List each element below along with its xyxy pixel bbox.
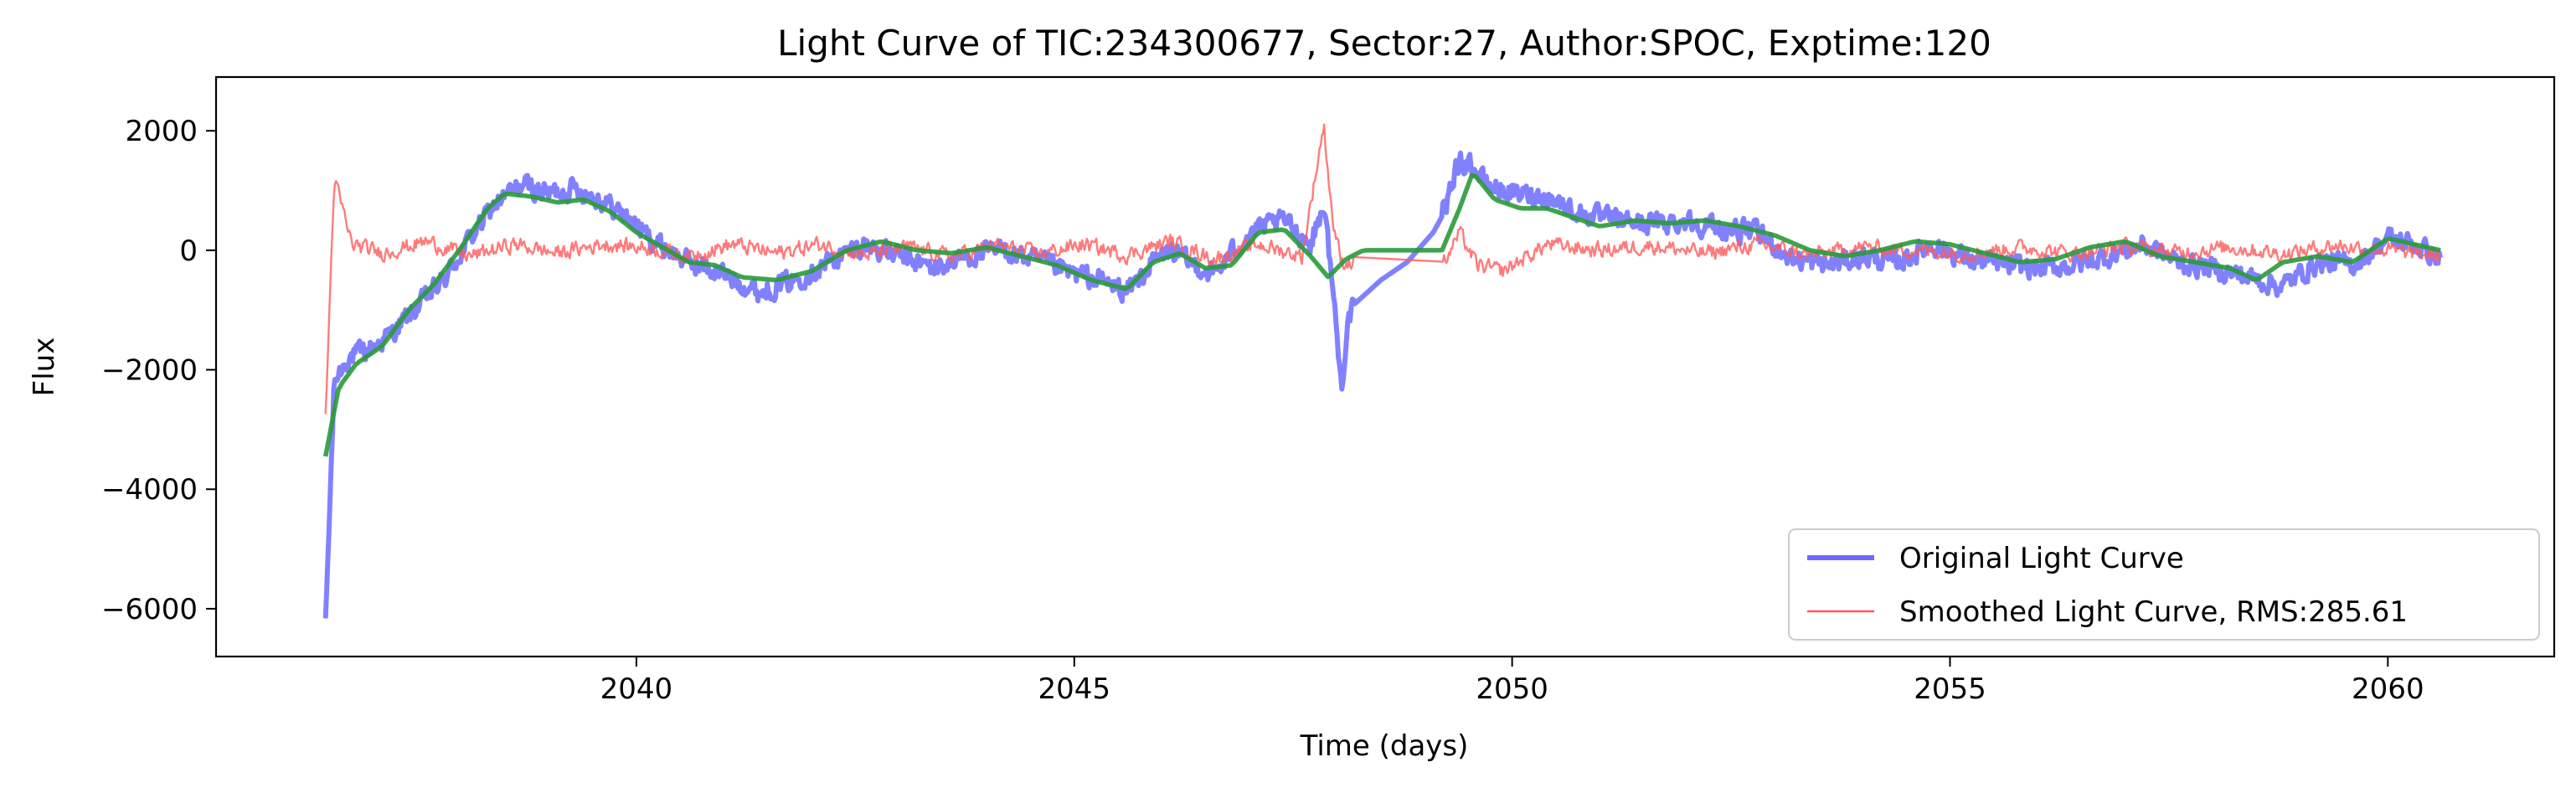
y-axis-label: Flux (28, 337, 61, 397)
legend-label-smoothed: Smoothed Light Curve, RMS:285.61 (1899, 595, 2408, 629)
x-tick-label: 2040 (600, 672, 673, 706)
legend-box (1788, 528, 2540, 641)
chart-title: Light Curve of TIC:234300677, Sector:27,… (777, 23, 1991, 64)
y-tick-label: 2000 (125, 115, 198, 148)
plot-frame (214, 75, 2556, 658)
x-axis-label: Time (days) (1300, 729, 1469, 763)
legend-label-original: Original Light Curve (1899, 542, 2184, 575)
x-axis-ticks: 2040 2045 2050 2055 2060 (600, 657, 2424, 706)
x-tick-label: 2050 (1476, 672, 1548, 706)
y-axis-ticks: −6000 −4000 −2000 0 2000 (101, 115, 216, 626)
x-tick-label: 2055 (1914, 672, 1986, 706)
y-tick-label: −6000 (101, 593, 198, 626)
x-tick-label: 2060 (2352, 672, 2424, 706)
series-smoothed-line (324, 123, 2441, 415)
legend: Original Light Curve Smoothed Light Curv… (1788, 528, 2540, 641)
x-tick-label: 2045 (1038, 672, 1111, 706)
y-tick-label: −4000 (101, 473, 198, 507)
y-tick-label: 0 (179, 234, 198, 268)
series-trend-line (322, 173, 2441, 457)
y-tick-label: −2000 (101, 354, 198, 388)
series-layer (322, 123, 2444, 619)
